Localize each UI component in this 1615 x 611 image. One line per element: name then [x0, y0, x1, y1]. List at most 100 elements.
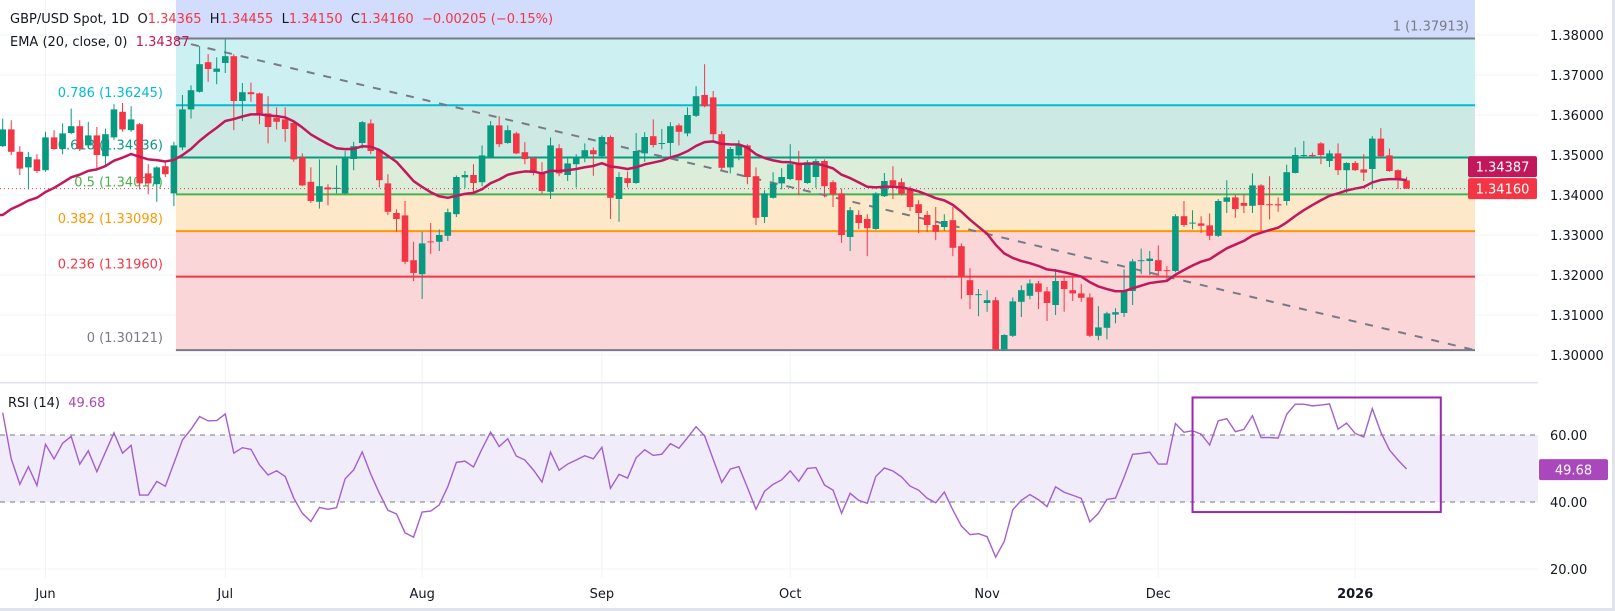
candle: [615, 172, 623, 222]
candle-body: [67, 126, 75, 133]
candle: [1180, 201, 1188, 227]
candle: [410, 241, 417, 281]
candle-body: [941, 221, 948, 227]
candle-body: [196, 64, 203, 92]
candle-body: [427, 241, 434, 243]
candle: [1155, 245, 1162, 277]
candle: [324, 184, 332, 206]
candle: [153, 166, 161, 202]
candle-body: [102, 134, 109, 157]
rsi-value-badge-text: 49.68: [1555, 464, 1592, 479]
candle: [958, 243, 965, 299]
candle: [915, 200, 922, 233]
candle: [855, 210, 862, 229]
candle: [0, 118, 6, 147]
candle: [350, 141, 357, 171]
candle-body: [804, 162, 811, 183]
candle: [1223, 180, 1231, 213]
candle: [401, 201, 409, 265]
candle-body: [110, 109, 118, 138]
candle: [179, 95, 186, 151]
candle: [581, 143, 589, 163]
candle-body: [1086, 297, 1094, 336]
rsi-line: [2, 403, 1408, 559]
candle: [1163, 266, 1171, 282]
candle: [1309, 152, 1316, 157]
fib-band: [175, 105, 1475, 158]
candle: [1232, 195, 1239, 218]
close-label: C: [350, 12, 360, 27]
candle: [119, 103, 126, 132]
candle-body: [727, 149, 734, 168]
candle: [658, 129, 666, 150]
candle: [795, 151, 803, 195]
candle: [1112, 308, 1119, 324]
candle: [290, 122, 298, 162]
candle: [718, 131, 726, 171]
candle-body: [1266, 204, 1273, 206]
candle-body: [1026, 283, 1034, 296]
candle-body: [1095, 327, 1102, 336]
candle: [273, 107, 280, 130]
candle: [1086, 293, 1094, 337]
candle-body: [649, 136, 657, 145]
candle: [1360, 154, 1368, 181]
price-tick-label: 1.35000: [1550, 149, 1604, 164]
rsi-band: [0, 435, 1538, 502]
candle: [684, 107, 691, 137]
candle-body: [239, 92, 246, 101]
candle-body: [590, 150, 597, 155]
candle: [1291, 147, 1299, 174]
candle: [239, 83, 246, 121]
symbol-title: GBP/USD Spot, 1D: [10, 12, 130, 27]
ema-price-badge-bg: [1468, 156, 1537, 178]
candle-body: [350, 146, 357, 159]
candle: [376, 149, 383, 188]
candle-body: [1403, 180, 1410, 189]
candle-body: [530, 157, 537, 173]
candle-body: [435, 235, 443, 242]
candle: [1343, 162, 1350, 193]
candle: [162, 161, 169, 177]
candle: [110, 104, 118, 141]
last-price-badge: 1.34160: [1468, 178, 1537, 200]
price-tick-label: 1.31000: [1550, 309, 1604, 324]
candle-body: [299, 157, 306, 186]
candle: [487, 121, 494, 158]
ema-line: [0, 113, 1407, 293]
candle: [1060, 275, 1068, 312]
candle-body: [786, 164, 794, 179]
candle-body: [1300, 155, 1308, 156]
candle-body: [932, 225, 940, 232]
candle: [1274, 197, 1282, 212]
time-axis-label: 2026: [1337, 587, 1373, 602]
candle-body: [1180, 216, 1188, 225]
candle-body: [752, 176, 760, 218]
candle-body: [846, 210, 854, 237]
fib-level-label: 0.236 (1.31960): [58, 258, 163, 273]
candle: [67, 108, 75, 135]
candle: [1206, 213, 1213, 241]
candle-body: [675, 125, 683, 132]
candle: [1214, 199, 1222, 237]
candle: [1172, 214, 1179, 273]
candle: [889, 166, 897, 199]
rsi-value-badge-bg: [1539, 459, 1608, 481]
candle: [1137, 248, 1145, 275]
candle-body: [504, 130, 512, 143]
candle: [1009, 297, 1017, 337]
candle: [641, 132, 648, 162]
candle-body: [153, 167, 161, 185]
candle-body: [384, 183, 392, 212]
rsi-label: RSI (14): [8, 396, 60, 411]
fib-level-label: 0.618 (1.34936): [58, 139, 163, 154]
candle-body: [93, 135, 101, 155]
candle: [1326, 150, 1333, 167]
candle-body: [966, 280, 974, 295]
last-price-badge-bg: [1468, 178, 1537, 200]
ema-legend[interactable]: EMA (20, close, 0) 1.34387: [10, 35, 189, 51]
candle-body: [376, 150, 383, 181]
rsi-legend[interactable]: RSI (14) 49.68: [8, 396, 105, 412]
candle-body: [316, 186, 323, 202]
